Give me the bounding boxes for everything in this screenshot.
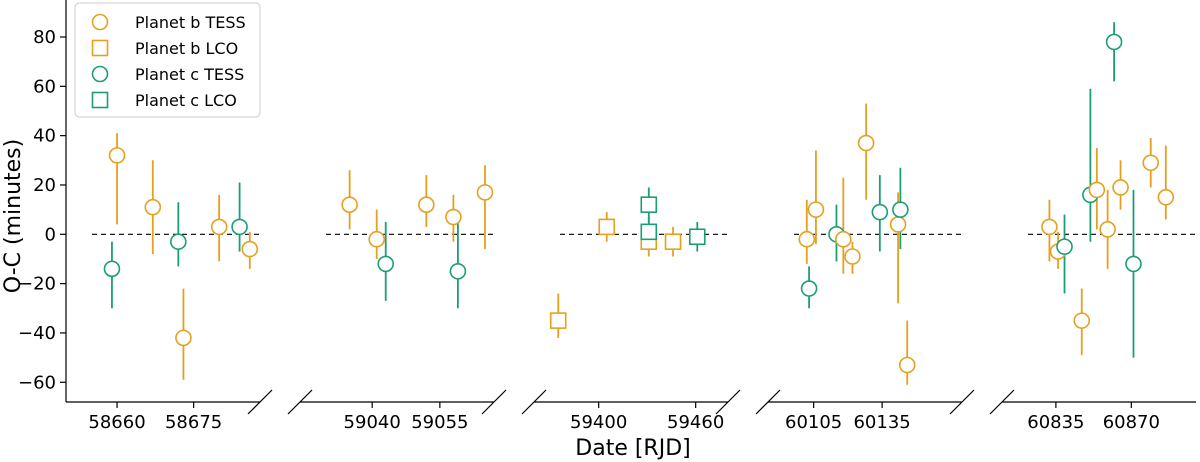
data-point-marker — [835, 230, 852, 248]
data-point-marker — [91, 91, 109, 109]
panel-5 — [1028, 22, 1196, 358]
data-point-marker — [144, 198, 162, 216]
data-point-marker — [892, 201, 909, 218]
legend-entry: Planet c TESS — [91, 65, 244, 84]
data-point-marker — [449, 262, 467, 280]
data-point-marker — [1105, 33, 1123, 51]
data-point-marker — [1125, 255, 1142, 273]
data-point-marker — [1088, 181, 1106, 199]
axis-break-mark — [989, 389, 1015, 415]
panel-3 — [549, 187, 728, 338]
axis-break-mark — [949, 389, 975, 415]
x-tick-label: 59040 — [344, 412, 401, 433]
axis-break-mark — [755, 389, 781, 415]
x-tick-label: 58675 — [165, 412, 222, 433]
data-point-marker — [103, 260, 121, 278]
data-point-marker — [807, 201, 825, 218]
data-point-marker — [377, 255, 395, 273]
data-point-marker — [664, 233, 682, 250]
legend-label: Planet c TESS — [135, 65, 244, 84]
y-tick-label: −60 — [18, 372, 56, 393]
y-axis-title: O-C (minutes) — [1, 139, 26, 293]
data-point-marker — [640, 223, 658, 241]
data-point-marker — [1041, 218, 1058, 236]
x-tick-label: 59460 — [667, 412, 724, 433]
legend-frame — [74, 2, 261, 118]
data-point-marker — [640, 196, 658, 213]
panel-4 — [794, 103, 962, 385]
axis-break-mark — [481, 389, 507, 415]
data-point-marker — [857, 134, 875, 152]
y-tick-label: −20 — [18, 274, 56, 295]
data-point-marker — [898, 356, 916, 374]
axis-break-mark — [521, 389, 547, 415]
x-tick-label: 58660 — [88, 412, 145, 433]
data-point-marker — [91, 65, 109, 83]
data-point-marker — [175, 329, 192, 347]
x-tick-label: 60870 — [1103, 412, 1160, 433]
data-point-marker — [341, 196, 358, 213]
y-tick-label: −40 — [18, 323, 56, 344]
legend: Planet b TESS Planet b LCO Planet c TESS Pl… — [74, 2, 261, 118]
legend-label: Planet b TESS — [135, 13, 246, 32]
y-tick-label: 20 — [33, 175, 56, 196]
data-point-marker — [418, 196, 435, 213]
data-point-marker — [476, 184, 494, 201]
legend-entry: Planet c LCO — [91, 91, 237, 110]
chart-panels — [92, 22, 1196, 385]
data-point-marker — [549, 312, 567, 329]
axis-break-mark — [247, 389, 273, 415]
data-point-marker — [91, 13, 109, 31]
x-tick-label: 59055 — [411, 412, 468, 433]
panel-2 — [326, 165, 494, 309]
data-point-marker — [1099, 221, 1116, 238]
data-point-marker — [871, 203, 889, 221]
x-tick-label: 60835 — [1027, 412, 1084, 433]
legend-label: Planet b LCO — [135, 39, 238, 58]
axis-break-mark — [287, 389, 313, 415]
axis-break-mark — [715, 389, 741, 415]
data-point-marker — [800, 280, 818, 297]
panel-1 — [92, 133, 260, 380]
legend-entry: Planet b LCO — [91, 39, 238, 58]
legend-label: Planet c LCO — [135, 91, 237, 110]
data-point-marker — [231, 218, 248, 236]
data-point-marker — [91, 39, 109, 57]
data-point-marker — [170, 233, 187, 250]
x-tick-label: 60135 — [853, 412, 910, 433]
data-point-marker — [108, 147, 126, 164]
data-point-marker — [241, 240, 259, 258]
x-tick-label: 59400 — [570, 412, 627, 433]
data-point-marker — [1073, 312, 1091, 329]
data-point-marker — [1112, 179, 1129, 196]
y-tick-label: 60 — [33, 76, 56, 97]
data-point-marker — [1142, 154, 1160, 172]
data-point-marker — [844, 248, 861, 265]
x-tick-label: 60105 — [785, 412, 842, 433]
data-point-marker — [598, 218, 616, 236]
data-point-marker — [688, 228, 706, 246]
data-point-marker — [1056, 238, 1073, 255]
data-point-marker — [368, 230, 385, 248]
data-point-marker — [210, 218, 228, 236]
y-axis: −60 −40 −20 0 20 40 60 80 — [18, 27, 66, 393]
data-point-marker — [798, 230, 816, 248]
x-axis-title: Date [RJD] — [575, 436, 690, 461]
y-tick-label: 40 — [33, 126, 56, 147]
data-point-marker — [445, 208, 462, 226]
data-point-marker — [1157, 189, 1175, 206]
y-tick-label: 80 — [33, 27, 56, 48]
data-point-marker — [889, 216, 907, 233]
legend-entry: Planet b TESS — [91, 13, 246, 32]
y-tick-label: 0 — [45, 224, 56, 245]
axes: 58660 58675 59040 59055 59400 59460 60105 60135… — [65, 0, 1196, 433]
